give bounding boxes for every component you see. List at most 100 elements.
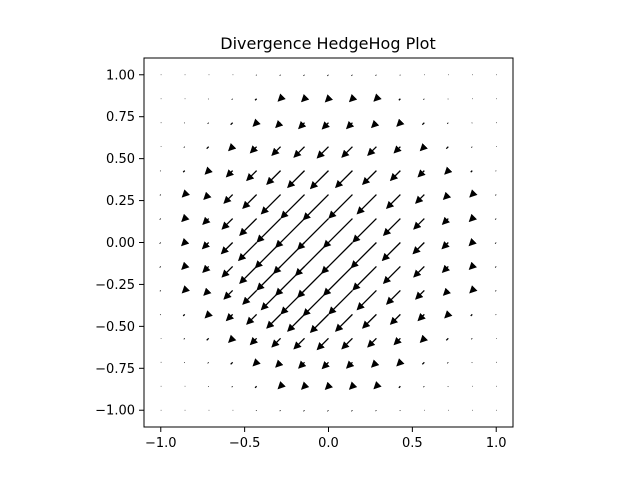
vector-arrow (495, 314, 497, 316)
vector-arrow (277, 381, 286, 390)
vector-arrow (266, 313, 282, 329)
vector-arrow (294, 242, 329, 277)
vector-arrow (469, 285, 478, 294)
vector-arrow (469, 189, 478, 198)
vector-arrow (415, 289, 425, 300)
vector-arrow (417, 169, 426, 178)
vector-arrow (228, 143, 237, 152)
vector-arrow (370, 119, 380, 129)
vector-arrow (207, 362, 209, 364)
vector-arrow (352, 218, 377, 243)
vector-arrow (300, 381, 310, 390)
vector-arrow (399, 74, 401, 76)
vector-arrow (309, 170, 329, 190)
y-tick-label: −1.00 (95, 404, 135, 419)
vector-arrow (252, 118, 261, 127)
vector-arrow (275, 119, 284, 129)
vector-arrow (203, 287, 212, 296)
vector-arrow (293, 337, 305, 350)
vector-arrow (159, 266, 162, 268)
vector-arrow (350, 242, 377, 269)
vector-arrow (393, 336, 402, 346)
vector-arrow (345, 360, 355, 369)
vector-arrow (441, 264, 451, 273)
vector-arrow (320, 242, 353, 274)
vector-arrow (204, 166, 213, 175)
vector-arrow (181, 285, 190, 294)
vector-arrow (237, 242, 258, 262)
vector-arrow (223, 194, 234, 204)
vector-arrow (183, 146, 186, 148)
vector-arrow (398, 98, 401, 101)
vector-arrow (322, 266, 353, 296)
vector-arrow (367, 337, 377, 348)
x-tick-label: 0.0 (318, 436, 339, 451)
vector-arrow (183, 122, 186, 124)
vector-arrow (356, 194, 377, 215)
vector-arrow (373, 93, 382, 102)
vector-arrow (300, 94, 310, 103)
vector-arrow (324, 381, 334, 391)
vector-arrow (495, 170, 497, 172)
vector-arrow (396, 118, 405, 127)
vector-arrow (375, 409, 377, 412)
vector-arrow (159, 314, 162, 316)
vector-arrow (207, 122, 209, 125)
vector-arrow (230, 122, 234, 126)
vector-arrow (180, 237, 190, 247)
vector-arrow (202, 216, 211, 226)
vector-arrow (441, 216, 451, 226)
vector-arrow (413, 218, 425, 230)
vector-arrow (298, 360, 307, 369)
arrows-layer (159, 74, 497, 412)
vector-arrow (181, 261, 190, 271)
y-tick-label: −0.25 (95, 278, 135, 293)
vector-arrow (242, 289, 258, 305)
vector-arrow (341, 337, 353, 350)
vector-arrow (275, 218, 305, 249)
vector-arrow (228, 334, 237, 343)
vector-arrow (183, 362, 186, 364)
vector-arrow (239, 266, 258, 284)
vector-arrow (444, 166, 453, 175)
vector-arrow (423, 98, 425, 100)
vector-arrow (181, 213, 190, 223)
vector-arrow (442, 287, 452, 296)
vector-arrow (271, 146, 282, 156)
vector-arrow (348, 94, 358, 103)
vector-arrow (373, 381, 382, 390)
vector-arrow (445, 337, 449, 341)
vector-arrow (352, 266, 377, 291)
vector-arrow (260, 194, 282, 215)
vector-arrow (287, 313, 305, 332)
vector-arrow (202, 264, 211, 273)
y-axis: 1.00 0.75 0.50 0.25 0.00 −0.25 −0.50 −0.75 −1.00 (95, 68, 144, 419)
vector-arrow (334, 313, 353, 332)
vector-arrow (280, 194, 305, 219)
vector-arrow (201, 241, 211, 250)
vector-arrow (181, 189, 190, 198)
vector-arrow (182, 170, 186, 173)
vector-arrow (220, 242, 234, 255)
vector-arrow (470, 313, 473, 317)
vector-arrow (381, 242, 401, 262)
x-axis: −1.0 −0.5 0.0 0.5 1.0 (145, 427, 507, 451)
vector-arrow (471, 362, 473, 364)
vector-arrow (468, 213, 477, 223)
vector-arrow (204, 310, 213, 319)
vector-arrow (297, 218, 329, 251)
vector-arrow (351, 409, 353, 412)
vector-arrow (328, 194, 353, 219)
vector-arrow (279, 409, 281, 412)
vector-arrow (447, 98, 449, 100)
vector-arrow (246, 313, 258, 325)
vector-arrow (293, 146, 305, 158)
vector-arrow (159, 194, 162, 196)
vector-arrow (255, 74, 257, 76)
vector-arrow (441, 241, 450, 250)
vector-arrow (242, 194, 258, 210)
vector-arrow (277, 93, 286, 102)
vector-arrow (471, 122, 473, 124)
y-tick-label: 0.75 (106, 110, 135, 125)
